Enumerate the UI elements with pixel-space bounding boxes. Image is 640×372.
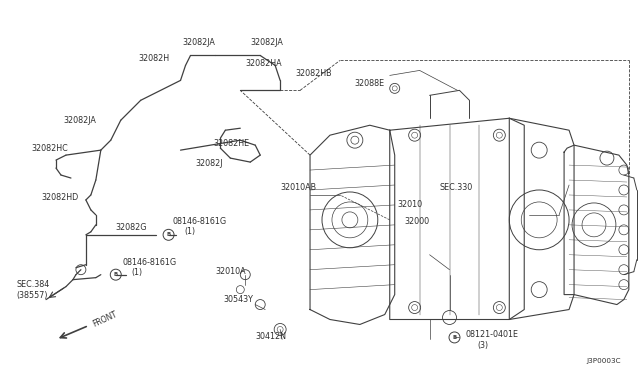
Text: 32010AB: 32010AB xyxy=(280,183,316,192)
Text: 32082H: 32082H xyxy=(139,54,170,63)
Text: 08121-0401E: 08121-0401E xyxy=(465,330,518,339)
Circle shape xyxy=(163,229,174,240)
Text: 32010: 32010 xyxy=(397,201,423,209)
Text: 32082JA: 32082JA xyxy=(250,38,283,47)
Text: 32082HC: 32082HC xyxy=(31,144,68,153)
Text: 32082HB: 32082HB xyxy=(295,69,332,78)
Text: B: B xyxy=(166,232,171,237)
Text: B: B xyxy=(114,272,118,277)
Text: 32082J: 32082J xyxy=(195,158,223,167)
Text: 30412N: 30412N xyxy=(255,332,286,341)
Text: 32000: 32000 xyxy=(404,217,430,227)
Text: 32088E: 32088E xyxy=(355,79,385,88)
Text: 32082JA: 32082JA xyxy=(182,38,216,47)
Text: 32082G: 32082G xyxy=(116,223,147,232)
Text: FRONT: FRONT xyxy=(91,310,118,329)
Text: (1): (1) xyxy=(132,268,143,277)
Text: SEC.330: SEC.330 xyxy=(440,183,473,192)
Text: SEC.384: SEC.384 xyxy=(16,280,49,289)
Text: 32082HA: 32082HA xyxy=(245,59,282,68)
Text: (38557): (38557) xyxy=(16,291,47,300)
Text: 32082HE: 32082HE xyxy=(213,139,250,148)
Text: J3P0003C: J3P0003C xyxy=(586,358,621,364)
Text: 08146-8161G: 08146-8161G xyxy=(123,258,177,267)
Text: 32082HD: 32082HD xyxy=(41,193,78,202)
Text: 32010A: 32010A xyxy=(216,267,246,276)
Text: (1): (1) xyxy=(184,227,196,236)
Text: B: B xyxy=(452,335,456,340)
Text: 32082JA: 32082JA xyxy=(63,116,96,125)
Text: (3): (3) xyxy=(477,341,488,350)
Text: 30543Y: 30543Y xyxy=(223,295,253,304)
Circle shape xyxy=(449,332,460,343)
Text: 08146-8161G: 08146-8161G xyxy=(173,217,227,227)
Circle shape xyxy=(110,269,121,280)
